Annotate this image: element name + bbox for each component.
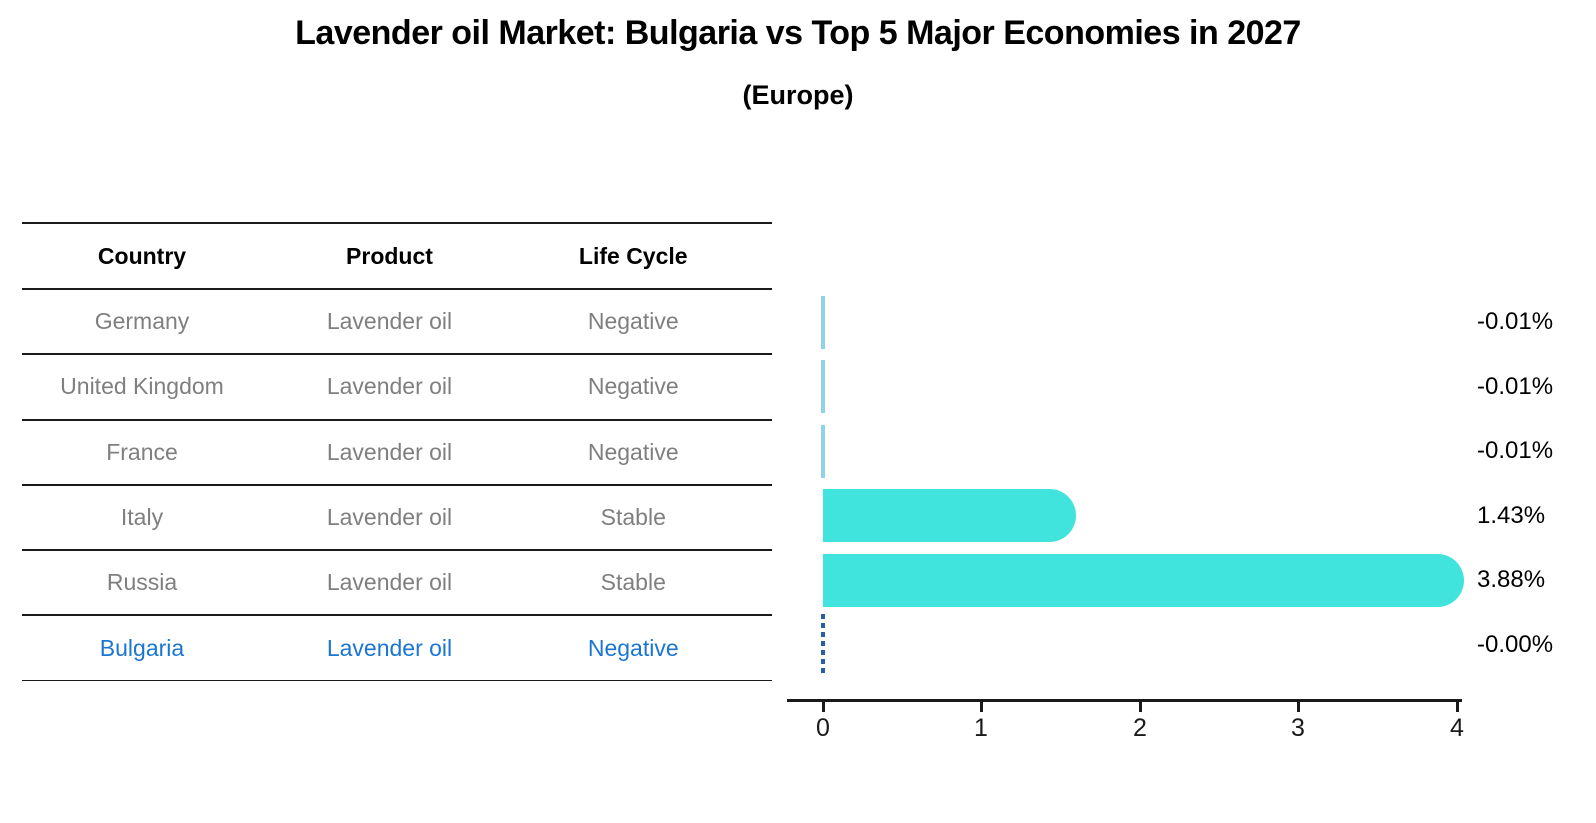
x-tick-label: 3 [1291, 714, 1305, 742]
cell-lifecycle: Negative [587, 634, 679, 661]
value-label-russia: 3.88% [1477, 566, 1546, 593]
cell-country: France [106, 438, 178, 465]
country-table: Country Product Life Cycle Germany Laven… [22, 222, 772, 681]
cell-product: Lavender oil [326, 308, 453, 335]
table-row: Italy Lavender oil Stable [22, 486, 772, 552]
bar-germany [821, 295, 825, 349]
x-tick-label: 0 [816, 714, 830, 742]
table-row: United Kingdom Lavender oil Negative [22, 355, 772, 421]
cell-product: Lavender oil [326, 634, 453, 661]
cell-lifecycle: Negative [587, 438, 679, 465]
cell-country: United Kingdom [60, 373, 224, 400]
cell-lifecycle: Negative [587, 308, 679, 335]
table-row: Russia Lavender oil Stable [22, 551, 772, 617]
col-header-product: Product [346, 242, 433, 269]
col-header-lifecycle: Life Cycle [578, 242, 688, 269]
cell-product: Lavender oil [326, 438, 453, 465]
cell-country: Russia [106, 569, 178, 596]
cell-product: Lavender oil [326, 569, 453, 596]
cell-product: Lavender oil [326, 504, 453, 531]
bar-russia [823, 553, 1464, 607]
value-label-germany: -0.01% [1477, 308, 1554, 335]
cell-lifecycle: Stable [600, 504, 666, 531]
x-tick-label: 2 [1133, 714, 1147, 742]
value-label-bulgaria: -0.00% [1477, 631, 1554, 658]
x-axis-tick [1456, 702, 1459, 712]
col-header-country: Country [97, 242, 187, 269]
table-row: Germany Lavender oil Negative [22, 290, 772, 356]
table-header-row: Country Product Life Cycle [22, 224, 772, 290]
cell-product: Lavender oil [326, 373, 453, 400]
value-label-france: -0.01% [1477, 437, 1554, 464]
table-row-bulgaria: Bulgaria Lavender oil Negative [22, 616, 772, 681]
bar-bulgaria-target-line [821, 614, 825, 677]
cell-country: Bulgaria [99, 634, 185, 661]
chart-title: Lavender oil Market: Bulgaria vs Top 5 M… [295, 14, 1301, 52]
x-axis-line [787, 699, 1462, 702]
bar-france [821, 424, 825, 478]
x-axis-tick [1139, 702, 1142, 712]
x-tick-label: 4 [1450, 714, 1464, 742]
chart-subtitle: (Europe) [742, 80, 854, 110]
cell-lifecycle: Stable [600, 569, 666, 596]
x-tick-label: 1 [974, 714, 988, 742]
value-label-united-kingdom: -0.01% [1477, 373, 1554, 400]
cell-lifecycle: Negative [587, 373, 679, 400]
bar-united-kingdom [821, 360, 825, 414]
x-axis-tick [1297, 702, 1300, 712]
bar-italy [823, 489, 1076, 543]
cell-country: Italy [120, 504, 164, 531]
cell-country: Germany [94, 308, 190, 335]
x-axis-tick [980, 702, 983, 712]
x-axis-tick [822, 702, 825, 712]
table-row: France Lavender oil Negative [22, 421, 772, 486]
value-label-italy: 1.43% [1477, 502, 1546, 529]
